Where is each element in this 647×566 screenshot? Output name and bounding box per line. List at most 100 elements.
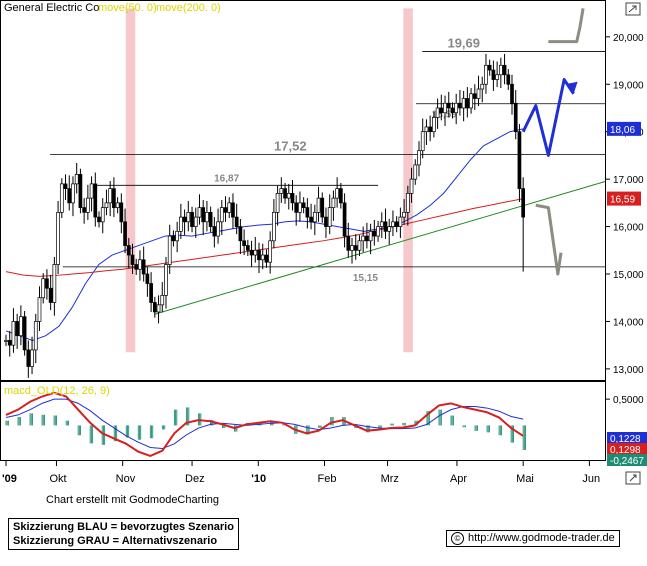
macd-line <box>5 391 524 457</box>
candle-body <box>74 174 79 185</box>
copyright-icon: © <box>451 532 464 545</box>
candle-body <box>26 349 31 367</box>
candle-body <box>350 245 354 251</box>
time-tick-label: Okt <box>49 473 66 485</box>
candle-body <box>108 188 113 204</box>
legend-blue: Skizzierung BLAU = bevorzugtes Szenario <box>13 521 234 533</box>
candle-body <box>104 202 109 208</box>
arrow-icon[interactable] <box>625 2 641 16</box>
candle-body <box>279 188 284 194</box>
price-tick-label: 19,000 <box>613 80 644 91</box>
candle-body <box>190 211 194 227</box>
url-text[interactable]: http://www.godmode-trader.de <box>468 532 615 544</box>
macd-value-tag-label: 0,1228 <box>610 434 641 445</box>
price-tick-label: 15,000 <box>613 270 644 281</box>
candle-body <box>193 216 198 227</box>
price-level-label: 17,52 <box>274 138 307 153</box>
candle-body <box>11 321 16 346</box>
candle-body <box>510 83 514 104</box>
candle-body <box>298 202 302 213</box>
candle-body <box>48 287 53 303</box>
candle-body <box>249 249 254 256</box>
macd-value-tag-label: -0,2467 <box>610 456 644 467</box>
candle-body <box>205 211 209 223</box>
candle-body <box>372 230 377 237</box>
candle-body <box>312 211 317 223</box>
candle-body <box>394 221 399 227</box>
price-tick-label: 20,000 <box>613 33 644 44</box>
candle-body <box>309 216 313 223</box>
candle-body <box>56 211 60 265</box>
candle-body <box>134 264 139 270</box>
candle-body <box>491 69 496 80</box>
candle-body <box>402 211 406 218</box>
candle-body <box>115 202 120 208</box>
last-price-tag <box>607 121 641 136</box>
candle-body <box>260 254 265 261</box>
scenario-gray-bottom-path <box>535 203 563 276</box>
ma200-line <box>5 198 524 277</box>
highlight-zone <box>403 8 413 353</box>
candle-body <box>458 102 462 109</box>
candle-body <box>141 259 146 275</box>
candle-body <box>387 226 392 232</box>
scenario-legend: Skizzierung BLAU = bevorzugtes Szenario … <box>8 518 239 550</box>
candle-body <box>495 74 499 80</box>
candle-body <box>428 126 432 133</box>
macd-signal-line <box>5 398 524 450</box>
candle-body <box>100 207 105 223</box>
macd-value-tag-label: 0,1298 <box>610 445 641 456</box>
candle-body <box>272 211 276 242</box>
candle-body <box>253 249 258 256</box>
candle-body <box>160 295 165 306</box>
price-tick-label: 13,000 <box>613 365 644 376</box>
candle-body <box>357 240 362 251</box>
candle-body <box>89 183 94 199</box>
candle-body <box>179 216 183 232</box>
candle-body <box>30 349 34 367</box>
candle-body <box>346 235 351 251</box>
candle-body <box>353 245 358 251</box>
chart-credit: Chart erstellt mit GodmodeCharting <box>46 494 220 506</box>
legend-gray: Skizzierung GRAU = Alternativszenario <box>13 535 218 547</box>
candle-body <box>138 259 142 270</box>
candle-body <box>212 226 217 237</box>
candle-body <box>365 235 369 242</box>
candle-body <box>268 240 273 263</box>
candle-body <box>316 197 321 213</box>
candle-body <box>521 188 526 218</box>
time-tick-label: Apr <box>450 473 467 485</box>
macd-tick-label: 0,5000 <box>613 395 644 406</box>
scenario-gray-top-path <box>548 8 585 44</box>
candle-body <box>339 188 343 204</box>
candle-body <box>454 102 459 114</box>
candle-body <box>223 207 228 213</box>
trend-line <box>154 181 606 315</box>
candle-body <box>242 240 246 246</box>
time-tick-label: Mai <box>516 473 534 485</box>
highlight-zone <box>125 8 136 353</box>
candle-body <box>264 254 269 263</box>
candle-body <box>86 197 90 213</box>
candle-body <box>405 193 410 213</box>
source-link[interactable]: © http://www.godmode-trader.de <box>446 530 620 547</box>
scenario-blue-path <box>521 78 575 157</box>
time-tick-label: Jun <box>582 473 600 485</box>
candle-body <box>305 207 310 218</box>
candle-body <box>320 197 325 218</box>
lock-icon[interactable] <box>625 471 641 485</box>
candle-body <box>301 202 306 208</box>
arrow-icon-glyph <box>628 5 637 13</box>
candle-body <box>376 226 380 237</box>
price-tick-label: 17,000 <box>613 175 644 186</box>
candle-body <box>465 98 470 109</box>
candle-body <box>413 164 418 180</box>
macd-value-tag <box>607 454 647 466</box>
candle-body <box>126 245 131 256</box>
candle-body <box>152 302 157 313</box>
candle-body <box>443 102 447 114</box>
macd-panel-frame <box>0 381 606 461</box>
candle-body <box>19 316 23 337</box>
macd-value-tag <box>607 443 647 455</box>
